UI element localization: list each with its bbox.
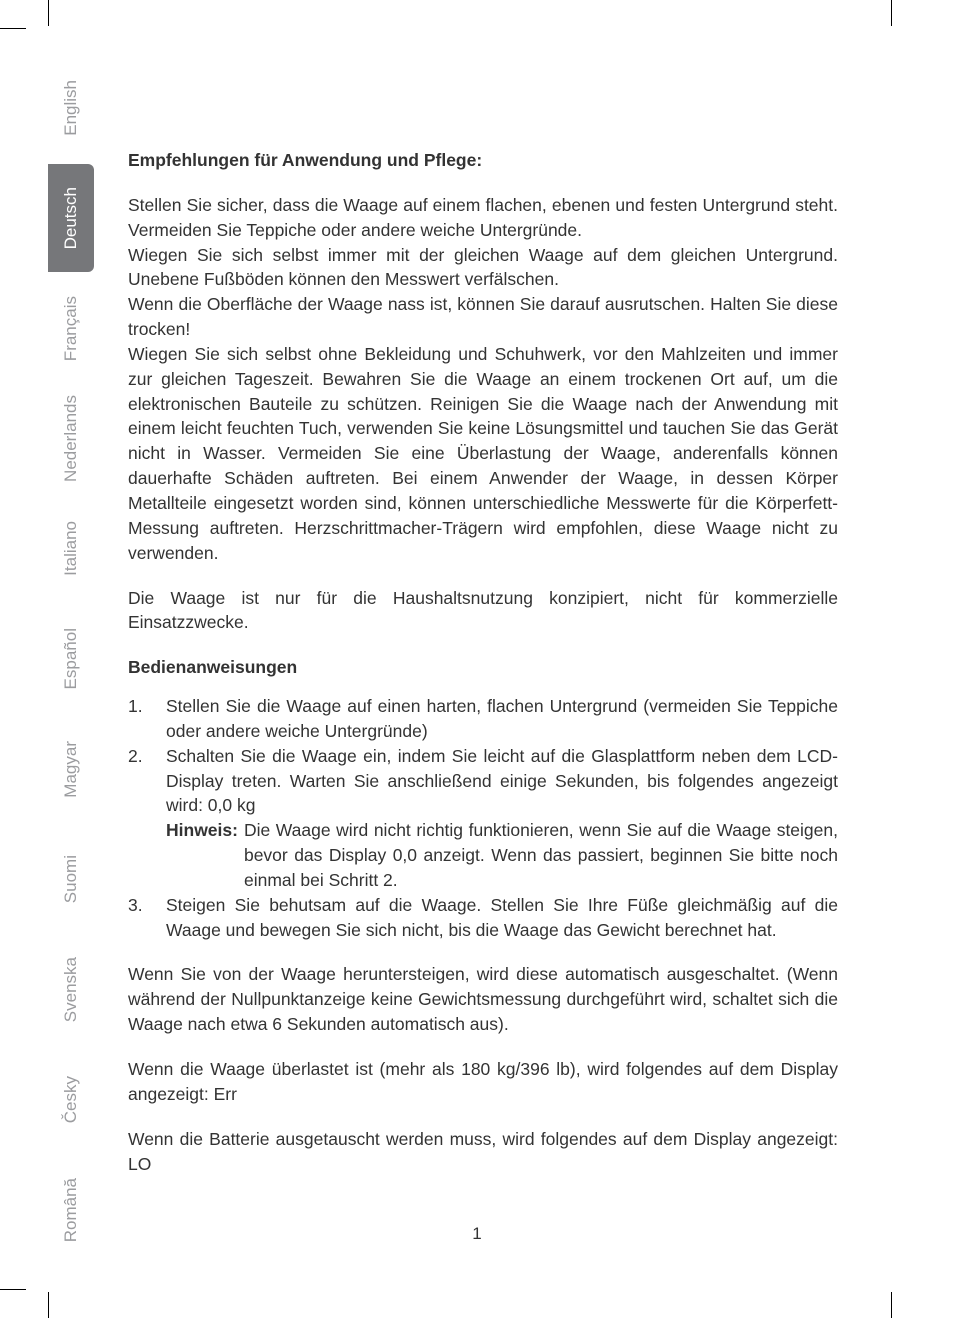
paragraph: Wiegen Sie sich selbst immer mit der gle… — [128, 243, 838, 293]
list-number: 1. — [128, 694, 166, 744]
paragraph: Wiegen Sie sich selbst ohne Bekleidung u… — [128, 342, 838, 566]
tab-svenska[interactable]: Svenska — [48, 936, 94, 1043]
paragraph: Stellen Sie sicher, dass die Waage auf e… — [128, 193, 838, 243]
list-text-main: Schalten Sie die Waage ein, indem Sie le… — [166, 744, 838, 819]
section-heading: Empfehlungen für Anwendung und Pflege: — [128, 148, 838, 173]
tab-romana[interactable]: Română — [48, 1157, 94, 1264]
list-text: Steigen Sie behutsam auf die Waage. Stel… — [166, 893, 838, 943]
crop-mark — [891, 0, 892, 26]
document-body: Empfehlungen für Anwendung und Pflege: S… — [128, 148, 838, 1176]
list-item: 2. Schalten Sie die Waage ein, indem Sie… — [128, 744, 838, 893]
tab-label: Česky — [61, 1076, 81, 1123]
list-item: 3. Steigen Sie behutsam auf die Waage. S… — [128, 893, 838, 943]
tab-italiano[interactable]: Italiano — [48, 495, 94, 602]
list-item: 1. Stellen Sie die Waage auf einen harte… — [128, 694, 838, 744]
page-number: 1 — [0, 1224, 954, 1244]
tab-cesky[interactable]: Česky — [48, 1046, 94, 1153]
section-subheading: Bedienanweisungen — [128, 655, 838, 680]
tab-magyar[interactable]: Magyar — [48, 716, 94, 823]
paragraph: Wenn die Oberfläche der Waage nass ist, … — [128, 292, 838, 342]
crop-mark — [891, 1292, 892, 1318]
hint-row: Hinweis: Die Waage wird nicht richtig fu… — [166, 818, 838, 893]
language-tab-rail: English Deutsch Français Nederlands Ital… — [48, 54, 94, 1264]
tab-suomi[interactable]: Suomi — [48, 826, 94, 933]
crop-mark — [48, 1292, 49, 1318]
paragraph: Wenn Sie von der Waage heruntersteigen, … — [128, 962, 838, 1037]
tab-label: Italiano — [61, 521, 81, 576]
tab-nederlands[interactable]: Nederlands — [48, 385, 94, 492]
tab-label: Suomi — [61, 855, 81, 903]
paragraph: Wenn die Waage überlastet ist (mehr als … — [128, 1057, 838, 1107]
tab-label: Français — [61, 296, 81, 361]
tab-francais[interactable]: Français — [48, 275, 94, 382]
crop-mark — [0, 1289, 26, 1290]
tab-label: Deutsch — [61, 187, 81, 249]
list-number: 3. — [128, 893, 166, 943]
list-number: 2. — [128, 744, 166, 893]
tab-english[interactable]: English — [48, 54, 94, 161]
tab-label: Magyar — [61, 741, 81, 798]
instructions-list: 1. Stellen Sie die Waage auf einen harte… — [128, 694, 838, 942]
hint-text: Die Waage wird nicht richtig funktionier… — [244, 818, 838, 893]
paragraph: Die Waage ist nur für die Haushaltsnutzu… — [128, 586, 838, 636]
crop-mark — [0, 28, 26, 29]
tab-deutsch[interactable]: Deutsch — [48, 164, 94, 271]
tab-label: Svenska — [61, 957, 81, 1022]
list-text: Schalten Sie die Waage ein, indem Sie le… — [166, 744, 838, 893]
tab-espanol[interactable]: Español — [48, 605, 94, 712]
hint-label: Hinweis: — [166, 818, 244, 893]
list-text: Stellen Sie die Waage auf einen harten, … — [166, 694, 838, 744]
paragraph: Wenn die Batterie ausgetauscht werden mu… — [128, 1127, 838, 1177]
tab-label: Nederlands — [61, 395, 81, 482]
tab-label: Español — [61, 628, 81, 689]
crop-mark — [48, 0, 49, 26]
tab-label: English — [61, 80, 81, 136]
